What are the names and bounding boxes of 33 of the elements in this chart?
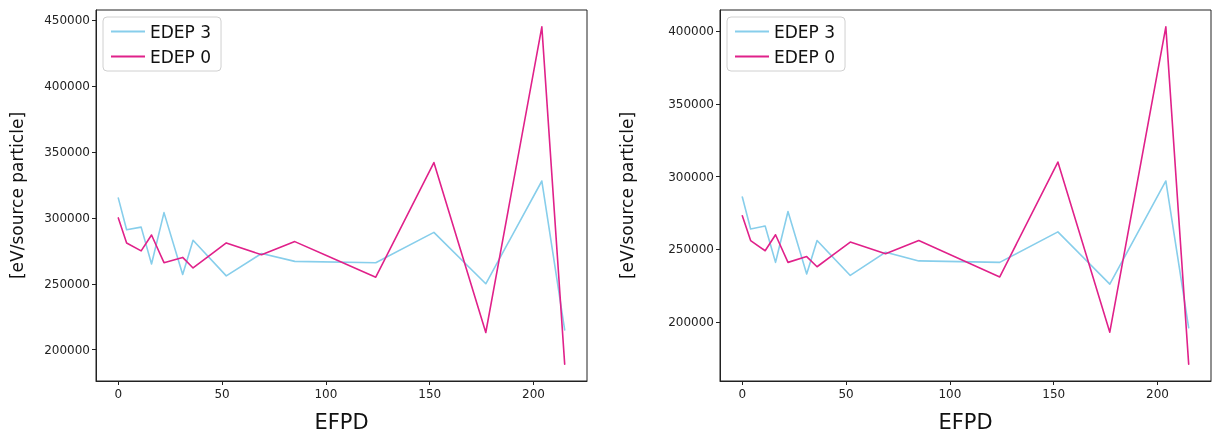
x-tick-label: 50 xyxy=(214,387,230,401)
y-tick-label: 200000 xyxy=(44,342,90,357)
y-tick-label: 200000 xyxy=(668,314,714,329)
x-tick-label: 100 xyxy=(938,387,962,401)
y-tick-label: 400000 xyxy=(44,79,90,94)
legend-label: EDEP 3 xyxy=(774,21,836,42)
x-axis-title: EFPD xyxy=(314,409,369,434)
line-series xyxy=(117,26,566,365)
x-tick-label: 150 xyxy=(418,387,442,401)
x-tick-label: 200 xyxy=(1146,387,1169,401)
y-tick-label: 300000 xyxy=(668,169,714,184)
x-tick-label: 50 xyxy=(838,387,854,401)
line-series xyxy=(117,180,566,331)
x-tick-label: 200 xyxy=(522,387,545,401)
y-tick-label: 450000 xyxy=(44,13,90,28)
y-axis-title: [eV/source particle] xyxy=(616,111,637,280)
legend-label: EDEP 3 xyxy=(150,21,212,42)
line-series xyxy=(741,26,1190,365)
y-tick-label: 350000 xyxy=(44,145,90,160)
y-tick-label: 250000 xyxy=(668,242,714,257)
y-axis-title: [eV/source particle] xyxy=(6,111,27,280)
legend-label: EDEP 0 xyxy=(774,46,836,67)
y-tick-label: 250000 xyxy=(44,276,90,291)
y-tick-label: 300000 xyxy=(44,210,90,225)
line-series xyxy=(741,180,1190,329)
x-tick-label: 0 xyxy=(738,387,747,401)
x-axis-title: EFPD xyxy=(938,409,993,434)
y-tick-label: 400000 xyxy=(668,24,714,39)
y-tick-label: 350000 xyxy=(668,96,714,111)
x-tick-label: 150 xyxy=(1042,387,1066,401)
legend-label: EDEP 0 xyxy=(150,46,212,67)
x-tick-label: 0 xyxy=(114,387,123,401)
x-tick-label: 100 xyxy=(314,387,338,401)
